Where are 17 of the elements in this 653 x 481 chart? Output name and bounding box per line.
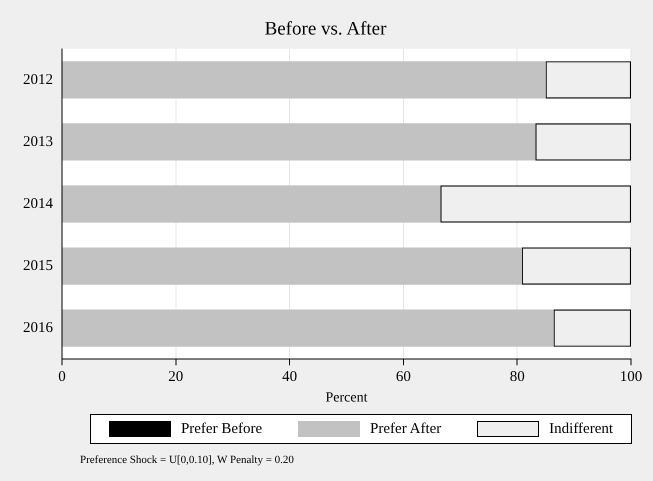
y-tick-label: 2013 [23, 134, 53, 150]
x-tick-label: 100 [620, 369, 642, 386]
legend-label: Indifferent [549, 420, 614, 438]
x-tick-label: 60 [396, 369, 411, 386]
text: Preference Shock = U[0,0.10], W Penalty = 0.20 [80, 454, 294, 466]
x-axis-title: Percent [326, 390, 368, 406]
y-tick-label: 2016 [23, 320, 54, 336]
y-tick-label: 2012 [23, 72, 53, 88]
legend-label: Prefer Before [180, 420, 262, 438]
x-tick-label: 20 [168, 369, 184, 386]
chart-title: Before vs. After [264, 18, 388, 40]
y-tick-label: 2015 [23, 258, 53, 274]
x-tick-label: 0 [58, 369, 66, 386]
x-tick-label: 80 [510, 369, 525, 386]
x-tick-label: 40 [282, 369, 298, 386]
legend-label: Prefer After [370, 420, 442, 438]
y-tick-label: 2014 [23, 196, 54, 212]
